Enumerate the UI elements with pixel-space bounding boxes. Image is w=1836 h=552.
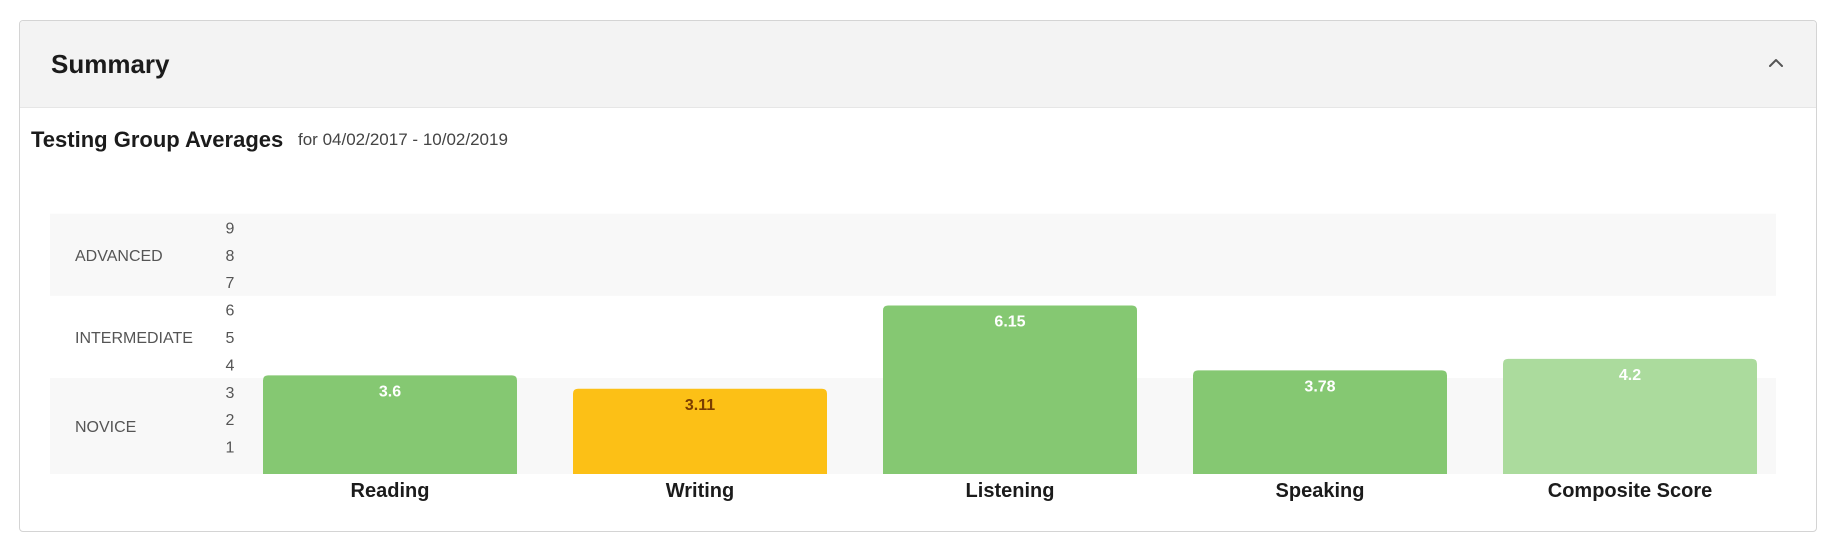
summary-panel-header[interactable]: Summary — [20, 21, 1816, 108]
bar-value-label: 3.78 — [1304, 378, 1335, 395]
bar-speaking — [1193, 370, 1447, 474]
y-tick-label: 8 — [226, 248, 235, 265]
bar-listening — [883, 305, 1137, 474]
bar-value-label: 3.6 — [379, 383, 401, 400]
date-prefix: for — [298, 130, 318, 149]
y-tick-label: 6 — [226, 303, 235, 320]
date-range: for 04/02/2017 - 10/02/2019 — [298, 130, 508, 150]
y-tick-label: 4 — [226, 357, 235, 374]
y-tick-label: 9 — [226, 220, 235, 237]
y-tick-label: 3 — [226, 385, 235, 402]
date-end: 10/02/2019 — [422, 130, 508, 149]
date-separator: - — [412, 130, 419, 149]
bar-value-label: 4.2 — [1619, 367, 1641, 384]
band-label-novice: NOVICE — [75, 419, 136, 436]
y-tick-label: 2 — [226, 412, 235, 429]
category-label: Reading — [351, 480, 430, 502]
band-advanced — [50, 213, 1776, 296]
category-label: Composite Score — [1548, 480, 1712, 502]
panel-title: Summary — [51, 49, 170, 79]
bar-composite-score — [1503, 358, 1757, 474]
band-label-advanced: ADVANCED — [75, 248, 163, 265]
bar-value-label: 3.11 — [685, 397, 715, 414]
bar-value-label: 6.15 — [994, 313, 1025, 330]
y-tick-label: 1 — [226, 440, 235, 457]
category-label: Writing — [666, 480, 735, 502]
y-tick-label: 5 — [226, 330, 235, 347]
category-label: Listening — [966, 480, 1055, 502]
chevron-up-icon[interactable] — [1764, 51, 1788, 75]
bar-writing — [573, 388, 827, 474]
band-label-intermediate: INTERMEDIATE — [75, 330, 193, 347]
category-label: Speaking — [1276, 480, 1365, 502]
chart-title: Testing Group Averages — [31, 127, 284, 152]
bar-reading — [263, 375, 517, 474]
date-start: 04/02/2017 — [322, 130, 408, 149]
y-tick-label: 7 — [226, 275, 235, 292]
